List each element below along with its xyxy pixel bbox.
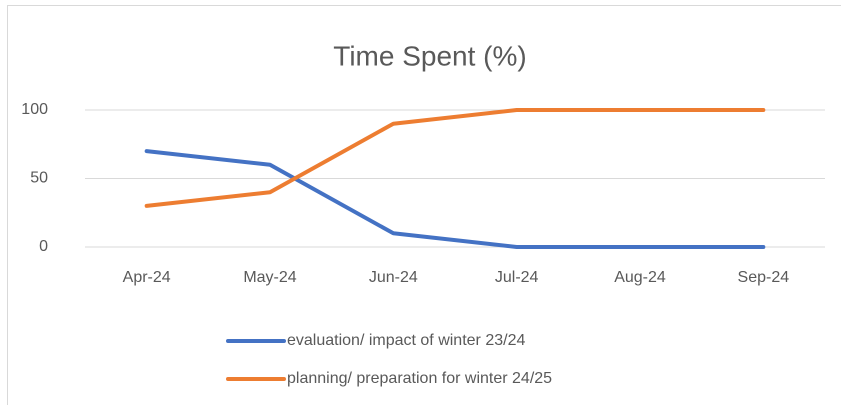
x-tick-label: Sep-24 <box>738 269 790 286</box>
legend-label: planning/ preparation for winter 24/25 <box>287 370 552 387</box>
line-series <box>144 149 766 249</box>
x-tick-label: Jul-24 <box>495 269 539 286</box>
x-tick-label: Aug-24 <box>614 269 666 286</box>
x-tick-label: May-24 <box>243 269 296 286</box>
legend-label: evaluation/ impact of winter 23/24 <box>287 332 525 349</box>
x-tick-label: Apr-24 <box>123 269 171 286</box>
y-tick-label: 100 <box>21 101 48 118</box>
x-tick-label: Jun-24 <box>369 269 418 286</box>
line-series <box>144 108 766 208</box>
y-tick-label: 0 <box>39 238 48 255</box>
y-tick-label: 50 <box>30 170 48 187</box>
chart-title: Time Spent (%) <box>333 40 526 71</box>
